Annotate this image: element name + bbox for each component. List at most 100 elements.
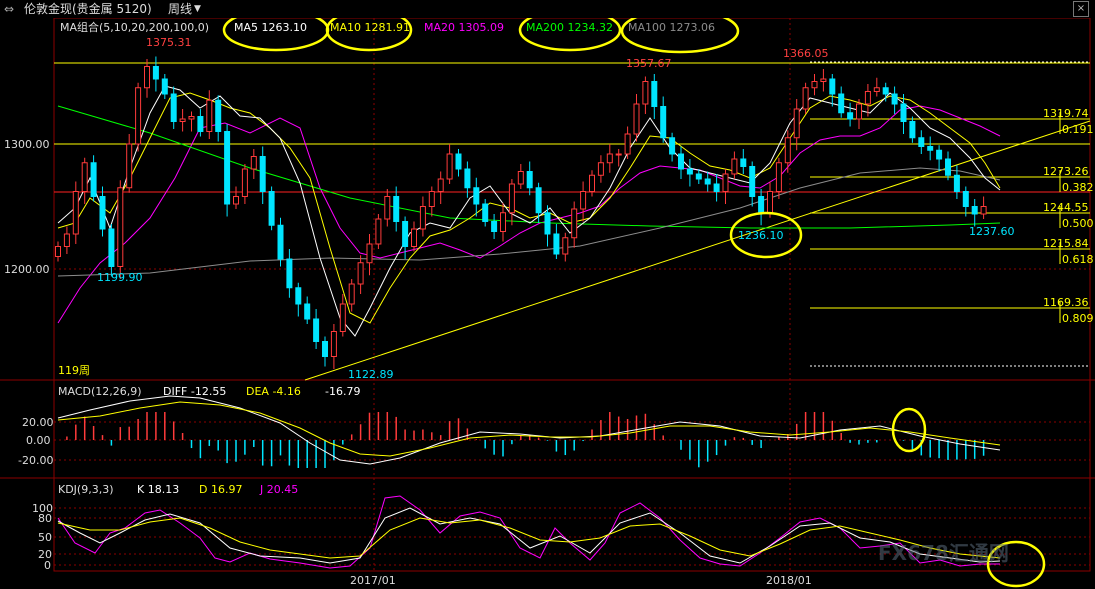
candle-body bbox=[330, 331, 337, 357]
candle-body bbox=[695, 173, 702, 180]
candle-body bbox=[678, 153, 684, 170]
kdj-legend: KDJ(9,3,3) bbox=[58, 483, 114, 496]
candle-body bbox=[411, 228, 417, 247]
fib-ratio-500: 0.500 bbox=[1062, 217, 1094, 230]
macd-dea-line bbox=[57, 401, 1001, 457]
candle-body bbox=[793, 108, 800, 139]
candle-body bbox=[348, 283, 355, 305]
y-tick-1200: 1200.00 bbox=[4, 263, 50, 276]
x-tick-2018: 2018/01 bbox=[766, 574, 812, 587]
fib-value-809: 1169.36 bbox=[1043, 296, 1089, 309]
fib-ratio-382: 0.382 bbox=[1062, 181, 1094, 194]
candle-body bbox=[633, 103, 640, 135]
candle-body bbox=[820, 78, 827, 82]
annot-1366: 1366.05 bbox=[783, 47, 829, 60]
candle-body bbox=[375, 218, 382, 245]
candle-body bbox=[90, 162, 97, 197]
candle-body bbox=[99, 196, 106, 230]
candle-body bbox=[597, 162, 604, 176]
candle-body bbox=[945, 158, 951, 176]
kdj-j-value: J 20.45 bbox=[259, 483, 298, 496]
candle-body bbox=[873, 87, 880, 92]
candle-body bbox=[526, 171, 533, 189]
ma10-legend: MA10 1281.91 bbox=[330, 21, 410, 34]
kdj-tick-50: 50 bbox=[38, 531, 52, 544]
close-button[interactable]: × bbox=[1073, 1, 1089, 17]
candle-body bbox=[63, 233, 70, 247]
time-gridlines bbox=[373, 18, 791, 571]
candle-body bbox=[517, 171, 524, 185]
ma5-line bbox=[57, 85, 1001, 337]
candle-body bbox=[473, 187, 480, 205]
annot-1357: 1357.67 bbox=[626, 57, 672, 70]
candle-body bbox=[55, 246, 61, 257]
candle-body bbox=[758, 196, 765, 214]
candle-body bbox=[927, 146, 934, 151]
annot-1237: 1237.60 bbox=[969, 225, 1015, 238]
kdj-tick-80: 80 bbox=[38, 512, 52, 525]
candle-body bbox=[900, 103, 907, 122]
candle-body bbox=[464, 168, 471, 189]
candle-body bbox=[580, 191, 587, 210]
candle-body bbox=[428, 191, 435, 207]
annot-1375: 1375.31 bbox=[146, 36, 192, 49]
candle-body bbox=[508, 183, 515, 214]
candle-body bbox=[500, 212, 506, 232]
kdj-k-value: K 18.13 bbox=[137, 483, 179, 496]
kdj-k-line bbox=[57, 507, 1001, 564]
chevron-down-icon[interactable]: ▼ bbox=[194, 4, 201, 14]
candle-body bbox=[686, 168, 693, 175]
fib-ratio-191: 0.191 bbox=[1062, 123, 1094, 136]
ma20-legend: MA20 1305.09 bbox=[424, 21, 504, 34]
candle-body bbox=[936, 149, 943, 160]
candle-body bbox=[241, 168, 248, 197]
candle-body bbox=[740, 158, 747, 167]
candle-body bbox=[838, 93, 845, 114]
fib-value-618: 1215.84 bbox=[1043, 237, 1089, 250]
candle-body bbox=[669, 137, 676, 155]
macd-tick-20: 20.00 bbox=[22, 416, 54, 429]
chart-canvas: FX678汇通网 MA组合(5,10,20,200,100,0) MA5 126… bbox=[0, 18, 1095, 588]
y-tick-1300: 1300.00 bbox=[4, 138, 50, 151]
macd-legend: MACD(12,26,9) bbox=[58, 385, 142, 398]
ma100-legend: MA100 1273.06 bbox=[628, 21, 715, 34]
candle-body bbox=[322, 341, 328, 357]
candle-body bbox=[847, 112, 854, 120]
candle-body bbox=[286, 258, 293, 289]
candle-body bbox=[544, 212, 551, 235]
macd-dea-value: DEA -4.16 bbox=[246, 385, 301, 398]
candle-body bbox=[482, 203, 489, 222]
candle-body bbox=[268, 191, 275, 226]
candle-body bbox=[767, 191, 773, 214]
candle-body bbox=[117, 187, 124, 267]
macd-tick-0: 0.00 bbox=[26, 434, 51, 447]
candle-body bbox=[419, 206, 426, 230]
instrument-title: 伦敦金现(贵金属 5120) bbox=[24, 2, 152, 16]
candle-body bbox=[446, 153, 453, 180]
link-icon[interactable]: ⇔ bbox=[4, 2, 15, 16]
candle-body bbox=[953, 174, 960, 192]
candle-body bbox=[722, 173, 729, 192]
candle-body bbox=[135, 87, 142, 145]
candle-body bbox=[233, 196, 239, 205]
candle-body bbox=[660, 106, 667, 139]
candle-body bbox=[197, 116, 204, 132]
fib-ratio-809: 0.809 bbox=[1062, 312, 1094, 325]
candle-body bbox=[72, 191, 79, 235]
candle-body bbox=[980, 206, 987, 215]
candle-body bbox=[918, 137, 925, 147]
highlight-circles bbox=[222, 18, 1046, 588]
kdj-d-value: D 16.97 bbox=[199, 483, 242, 496]
candle-body bbox=[749, 166, 756, 197]
period-selector[interactable]: 周线 bbox=[168, 2, 193, 16]
annot-1199: 1199.90 bbox=[97, 271, 143, 284]
candle-body bbox=[206, 99, 213, 132]
annot-1122: 1122.89 bbox=[348, 368, 394, 381]
candle-body bbox=[455, 153, 462, 170]
candle-body bbox=[882, 87, 889, 95]
candle-body bbox=[357, 262, 364, 285]
candle-body bbox=[277, 224, 284, 260]
macd-tick-neg20: -20.00 bbox=[18, 454, 53, 467]
candle-body bbox=[161, 78, 168, 95]
fib-ratio-618: 0.618 bbox=[1062, 253, 1094, 266]
